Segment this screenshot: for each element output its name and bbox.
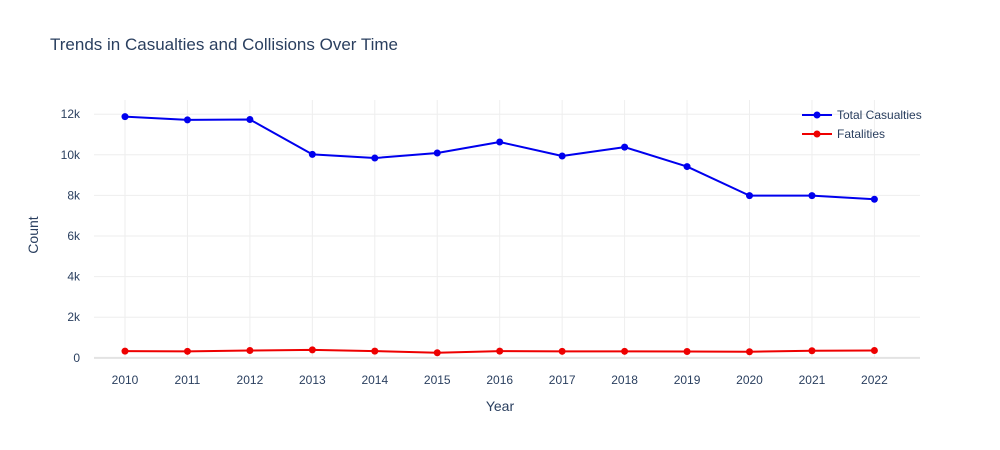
x-tick-label: 2013 bbox=[299, 373, 326, 387]
data-point bbox=[621, 143, 629, 151]
legend[interactable]: Total Casualties Fatalities bbox=[802, 108, 922, 141]
y-tick-label: 8k bbox=[67, 188, 81, 202]
grid-layer bbox=[94, 100, 920, 359]
x-tick-label: 2011 bbox=[175, 373, 201, 387]
x-tick-label: 2019 bbox=[674, 373, 701, 387]
series-layer bbox=[121, 113, 878, 357]
y-tick-label: 12k bbox=[61, 107, 81, 121]
data-point bbox=[746, 348, 753, 356]
x-tick-label: 2016 bbox=[486, 373, 513, 387]
legend-item[interactable]: Fatalities bbox=[802, 127, 885, 141]
data-point bbox=[246, 347, 254, 355]
data-point bbox=[621, 347, 629, 355]
y-tick-label: 4k bbox=[67, 270, 81, 284]
x-tick-label: 2020 bbox=[736, 373, 763, 387]
data-point bbox=[308, 346, 316, 354]
chart-title: Trends in Casualties and Collisions Over… bbox=[50, 35, 398, 54]
legend-label: Fatalities bbox=[837, 127, 885, 141]
data-point bbox=[870, 195, 878, 203]
y-tick-label: 6k bbox=[67, 229, 81, 243]
y-tick-label: 0 bbox=[73, 351, 80, 365]
data-point bbox=[746, 192, 753, 200]
x-tick-labels: 2010 2011 2012 2013 2014 2015 2016 2017 2018 2019… bbox=[112, 373, 888, 387]
data-point bbox=[558, 152, 566, 160]
x-tick-label: 2017 bbox=[549, 373, 576, 387]
x-tick-label: 2022 bbox=[861, 373, 888, 387]
data-point bbox=[870, 347, 878, 355]
series-0 bbox=[121, 113, 878, 203]
legend-swatch-marker bbox=[813, 111, 821, 119]
data-point bbox=[371, 154, 379, 162]
x-tick-label: 2018 bbox=[611, 373, 638, 387]
data-point bbox=[808, 347, 816, 355]
series-1 bbox=[121, 346, 878, 357]
legend-swatch-marker bbox=[813, 130, 821, 138]
y-tick-label: 10k bbox=[61, 148, 81, 162]
data-point bbox=[183, 347, 191, 355]
y-axis-title: Count bbox=[25, 216, 41, 253]
data-point bbox=[121, 347, 129, 355]
y-tick-label: 2k bbox=[67, 310, 81, 324]
data-point bbox=[496, 347, 504, 355]
x-tick-label: 2021 bbox=[799, 373, 826, 387]
data-point bbox=[496, 138, 504, 146]
x-tick-label: 2014 bbox=[361, 373, 388, 387]
data-point bbox=[808, 192, 816, 200]
x-tick-label: 2010 bbox=[112, 373, 139, 387]
legend-label: Total Casualties bbox=[837, 108, 922, 122]
data-point bbox=[371, 347, 379, 355]
y-tick-labels: 0 2k 4k 6k 8k 10k 12k bbox=[61, 107, 81, 365]
data-point bbox=[433, 149, 441, 157]
data-point bbox=[246, 115, 254, 123]
x-axis-title: Year bbox=[486, 398, 515, 414]
data-point bbox=[683, 163, 691, 171]
data-point bbox=[183, 116, 191, 124]
data-point bbox=[308, 150, 316, 158]
data-point bbox=[121, 113, 129, 121]
x-tick-label: 2012 bbox=[237, 373, 264, 387]
data-point bbox=[683, 348, 691, 356]
x-tick-label: 2015 bbox=[424, 373, 451, 387]
data-point bbox=[433, 349, 441, 357]
data-point bbox=[558, 347, 566, 355]
legend-item[interactable]: Total Casualties bbox=[802, 108, 922, 122]
